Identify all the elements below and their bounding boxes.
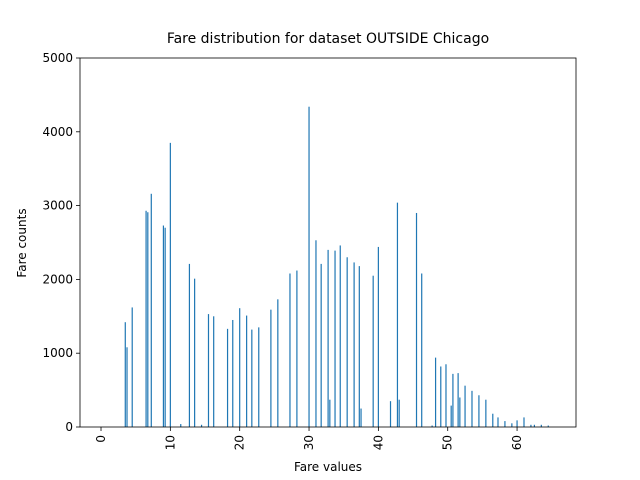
bar (353, 262, 355, 427)
bar (457, 373, 459, 427)
bar (169, 142, 171, 427)
bar (145, 210, 147, 427)
bar (188, 263, 191, 427)
x-tick-label: 60 (510, 435, 524, 450)
bar (226, 328, 229, 427)
y-tick-label: 1000 (42, 346, 73, 360)
bar (246, 315, 248, 427)
bar (194, 278, 196, 427)
bar (126, 347, 128, 427)
bar (358, 266, 360, 427)
bar (511, 423, 513, 427)
bar (431, 425, 433, 427)
bar (131, 307, 133, 427)
bar (207, 314, 210, 427)
bar (533, 424, 535, 427)
bar (372, 275, 374, 427)
bar (277, 299, 279, 427)
bar (497, 417, 499, 427)
bar (540, 424, 542, 427)
y-tick-label: 4000 (42, 125, 73, 139)
bar (180, 424, 182, 427)
bar (346, 257, 348, 427)
bar (162, 225, 165, 427)
bar (421, 273, 423, 427)
x-tick-label: 20 (233, 435, 247, 450)
y-tick-label: 5000 (42, 51, 73, 65)
bar (530, 424, 532, 427)
x-tick-label: 50 (441, 435, 455, 450)
y-axis-label: Fare counts (15, 208, 29, 277)
bar (258, 327, 260, 427)
x-axis-label: Fare values (294, 460, 362, 474)
bar (389, 401, 392, 427)
bar (478, 395, 480, 427)
bar (124, 322, 126, 427)
bar (164, 227, 166, 427)
bar (232, 319, 234, 427)
x-tick-label: 30 (302, 435, 316, 450)
bar (459, 397, 461, 427)
x-tick-label: 10 (163, 435, 177, 450)
bar (334, 250, 336, 427)
bar (329, 399, 331, 427)
y-tick-label: 0 (65, 420, 73, 434)
bar (516, 420, 518, 427)
y-tick-label: 3000 (42, 199, 73, 213)
bar (315, 240, 317, 427)
bar (450, 405, 452, 427)
bar (251, 329, 253, 427)
bar (150, 193, 152, 427)
bar (327, 249, 329, 427)
bar (339, 245, 341, 427)
x-tick-label: 40 (371, 435, 385, 450)
bar (415, 212, 418, 427)
bar (296, 270, 298, 427)
bar (440, 366, 442, 427)
bar (445, 364, 447, 427)
bar (485, 399, 487, 427)
bar (547, 425, 549, 427)
bar (464, 385, 466, 427)
bar (492, 413, 494, 427)
bar (523, 417, 525, 427)
plot-frame (79, 57, 577, 428)
bar (200, 424, 203, 427)
y-tick-label: 2000 (42, 272, 73, 286)
bar (396, 202, 399, 427)
x-tick-label: 0 (94, 435, 108, 443)
bar (213, 316, 215, 427)
bar (377, 246, 379, 427)
bar (398, 399, 400, 427)
bar (452, 373, 454, 427)
bar (239, 308, 241, 427)
bar (360, 408, 362, 427)
bar (270, 309, 272, 427)
bar (320, 263, 322, 427)
bar (289, 273, 291, 427)
bar (471, 390, 473, 427)
bar (434, 357, 437, 427)
chart-title: Fare distribution for dataset OUTSIDE Ch… (167, 31, 489, 47)
bar (504, 421, 506, 427)
bar (147, 212, 149, 427)
bar (308, 106, 310, 427)
